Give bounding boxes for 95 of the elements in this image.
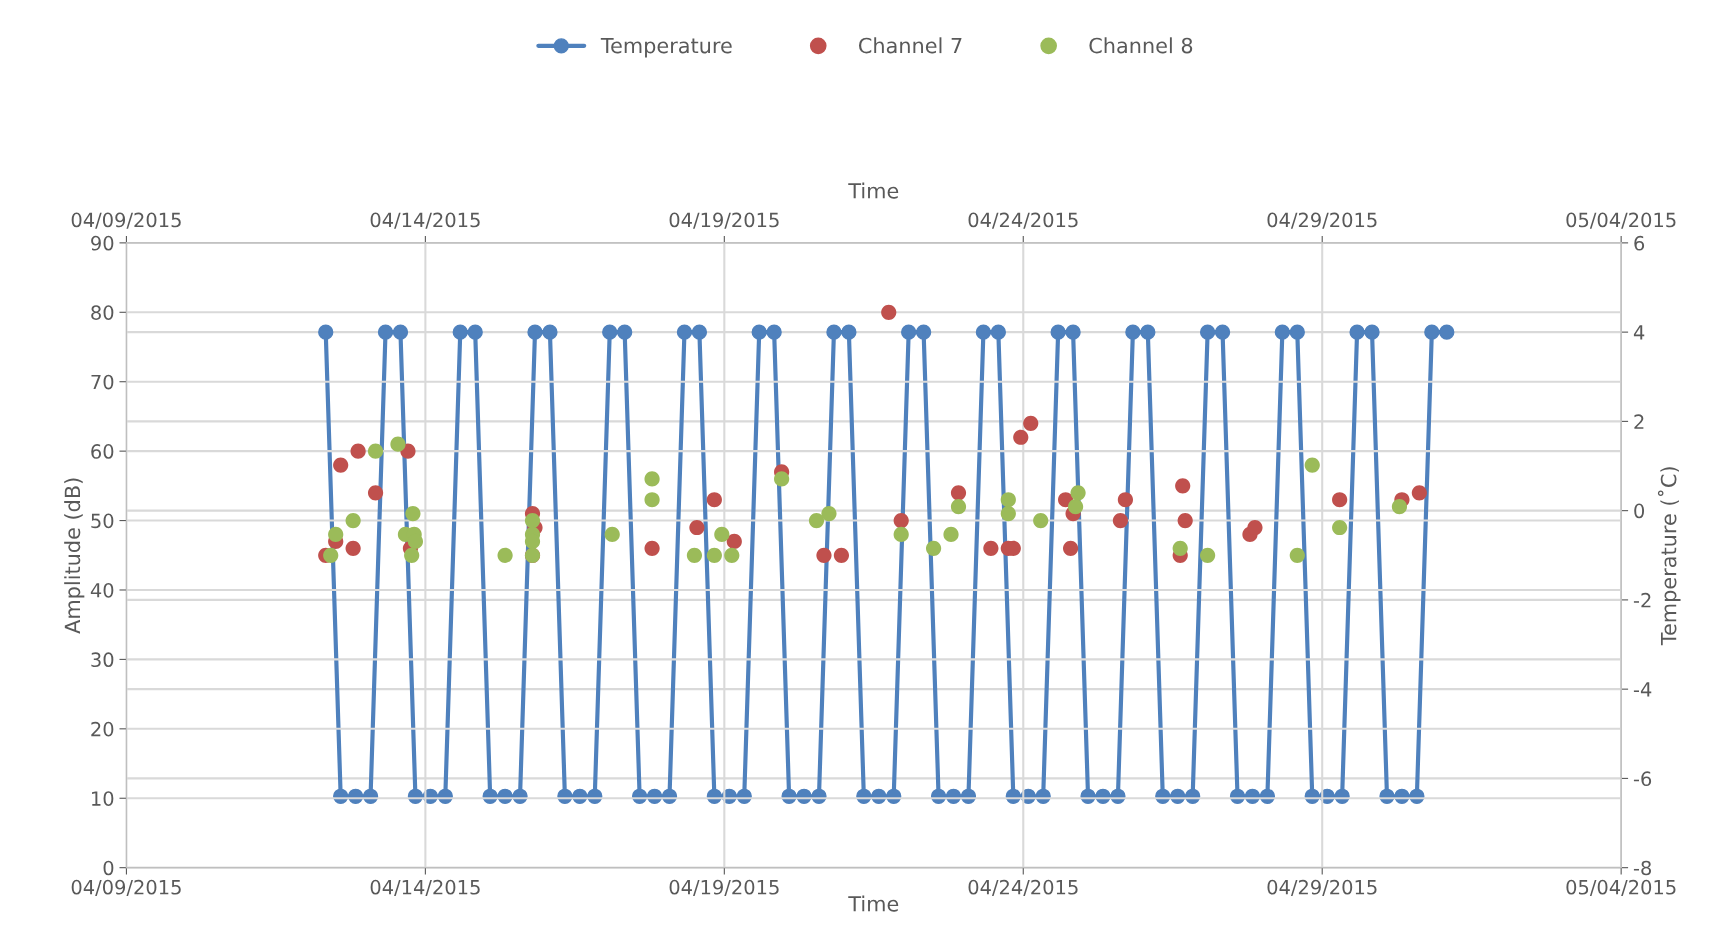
point [950,499,967,515]
y-tick-label: 30 [91,652,114,668]
y-tick-label: 10 [92,791,114,806]
point [1332,519,1348,536]
point [925,540,942,556]
point [816,547,832,563]
point [1332,492,1348,508]
y-tick-label: 20 [91,721,114,737]
point [893,512,909,529]
x-tick-label: 04/14/2015 [370,879,480,897]
y-tick-label: 0 [103,860,114,876]
x-tick-label: 04/19/2015 [669,879,779,897]
point [1411,485,1427,501]
point [333,457,349,473]
y2-tick-label: 0 [1634,503,1645,519]
x-tick-label: 04/09/2015 [71,879,181,897]
y2-axis-title: Temperature (˚C) [1657,467,1681,646]
point [350,443,366,459]
legend-label: Temperature [600,37,732,58]
x2-tick-label: 04/09/2015 [71,212,181,229]
point [1013,429,1029,445]
point [893,526,909,543]
point [706,547,722,563]
point [724,547,740,563]
point [1391,499,1408,515]
point [328,526,344,543]
point [950,485,967,501]
point [689,519,705,536]
point [644,471,660,487]
x-tick-label: 05/04/2015 [1566,879,1676,897]
point [644,492,660,508]
point [774,471,790,487]
point [943,526,959,543]
point [1033,512,1049,529]
y2-tick-label: 4 [1633,325,1645,340]
point [1304,457,1320,473]
x2-axis-title: Time [848,182,899,199]
point [1117,492,1134,508]
point [1067,499,1084,515]
y-tick-label: 50 [91,513,114,529]
point [604,526,620,543]
point [1175,478,1191,494]
y-tick-label: 60 [91,444,114,459]
point [1289,547,1305,563]
x2-tick-label: 04/19/2015 [669,212,779,229]
point [1247,519,1263,536]
point [644,540,660,556]
point [1200,547,1216,563]
point [714,526,730,543]
point [323,547,339,563]
y2-tick-label: 2 [1634,414,1644,429]
x2-tick-label: 05/04/2015 [1566,212,1676,229]
point [1062,540,1079,556]
point [497,547,513,563]
point [833,547,850,563]
x-tick-label: 04/24/2015 [968,879,1078,897]
y-tick-label: 90 [91,235,114,251]
point [726,533,742,549]
point [367,485,384,501]
y-tick-label: 80 [91,305,114,320]
y-tick-label: 70 [91,374,114,390]
x2-tick-label: 04/14/2015 [370,212,480,229]
point [345,512,361,529]
point [1172,540,1188,556]
y2-tick-label: -2 [1633,592,1651,608]
x-tick-label: 04/29/2015 [1267,879,1377,897]
y2-tick-label: -4 [1633,682,1652,697]
y2-tick-label: -8 [1633,860,1652,876]
x2-tick-label: 04/24/2015 [968,212,1078,229]
point [524,512,541,529]
point [983,540,999,556]
point [367,443,384,459]
point [404,547,420,563]
point [1070,485,1086,501]
point [1023,415,1039,431]
point [345,540,361,556]
point [1112,512,1129,529]
point [881,304,897,320]
point [706,492,722,508]
y-tick-label: 40 [90,582,114,598]
point [390,436,406,452]
point [1000,492,1016,508]
y-axis-title: Amplitude (dB) [64,478,85,634]
point [821,506,837,522]
x-axis-title: Time [848,895,899,912]
y2-tick-label: 6 [1634,235,1645,251]
x2-tick-label: 04/29/2015 [1267,212,1377,229]
point [405,506,421,522]
point [808,512,825,529]
point [1177,512,1193,529]
point [686,547,703,563]
point [1000,506,1016,522]
y2-tick-label: -6 [1633,771,1652,787]
legend-label: Channel 7 [858,37,962,54]
legend-label: Channel 8 [1089,37,1193,54]
